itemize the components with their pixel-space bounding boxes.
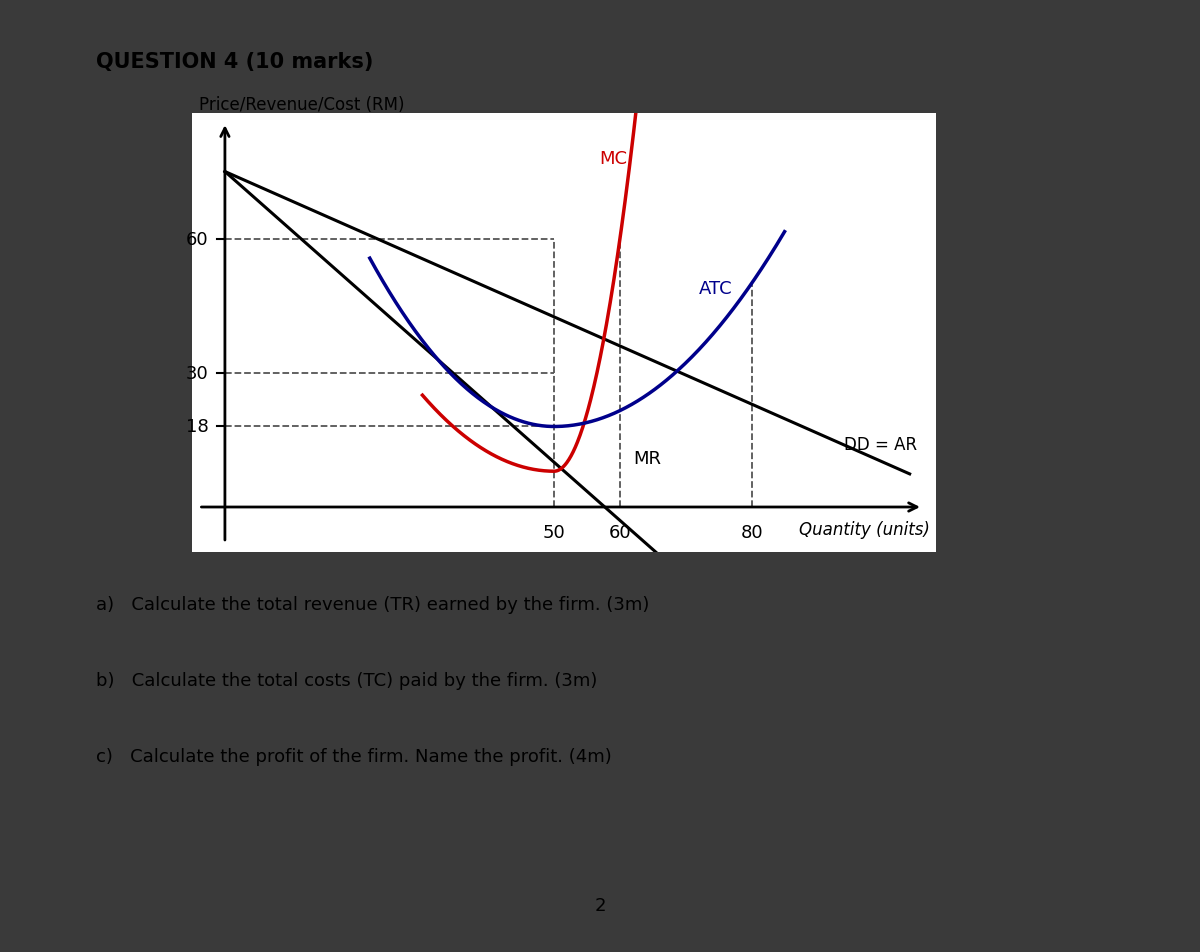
Text: MR: MR [634,449,661,467]
Text: QUESTION 4 (10 marks): QUESTION 4 (10 marks) [96,52,373,72]
Text: c)   Calculate the profit of the firm. Name the profit. (4m): c) Calculate the profit of the firm. Nam… [96,747,612,765]
Text: 30: 30 [186,365,209,383]
Text: Price/Revenue/Cost (RM): Price/Revenue/Cost (RM) [198,96,404,114]
Text: a)   Calculate the total revenue (TR) earned by the firm. (3m): a) Calculate the total revenue (TR) earn… [96,595,649,613]
Text: DD = AR: DD = AR [844,436,917,454]
Text: 2: 2 [594,896,606,914]
Text: 60: 60 [186,230,209,248]
Text: 50: 50 [542,523,565,541]
Text: 60: 60 [608,523,631,541]
Text: 80: 80 [740,523,763,541]
Text: b)   Calculate the total costs (TC) paid by the firm. (3m): b) Calculate the total costs (TC) paid b… [96,671,598,689]
Text: MC: MC [599,149,628,168]
Text: 18: 18 [186,418,209,436]
Text: ATC: ATC [698,280,732,297]
Text: Quantity (units): Quantity (units) [798,521,930,539]
